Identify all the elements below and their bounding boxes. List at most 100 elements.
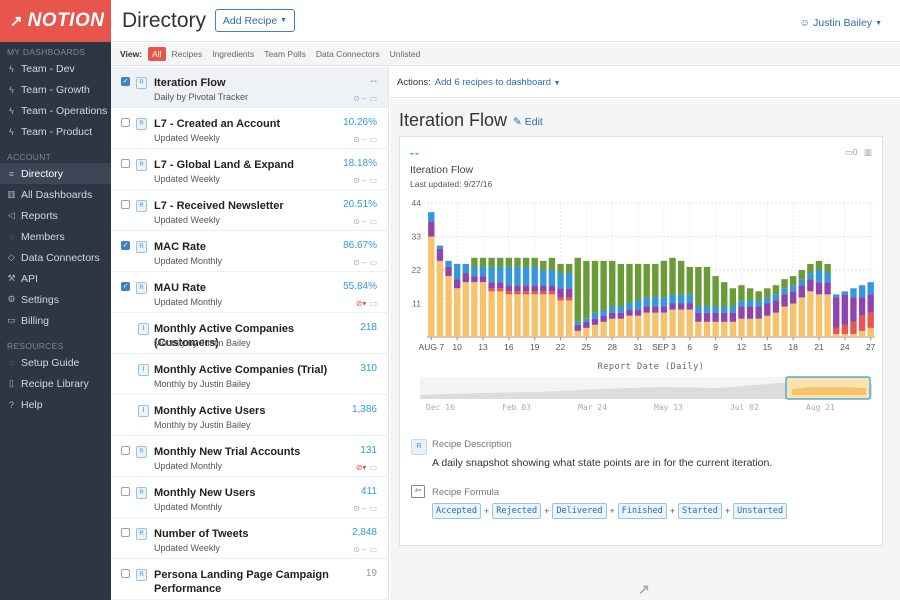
formula-token[interactable]: Delivered <box>552 503 607 519</box>
recipe-name: Iteration Flow <box>154 77 226 89</box>
sidebar-item-data-connectors[interactable]: ◇ Data Connectors <box>0 247 111 268</box>
list-item[interactable]: R Monthly New Users Updated Monthly 411 ⊙ – ▭ <box>111 477 388 518</box>
select-checkbox[interactable] <box>121 487 130 496</box>
sidebar-item-members[interactable]: ◌ Members <box>0 226 111 247</box>
sidebar-item-directory[interactable]: ≡ Directory <box>0 163 111 184</box>
sidebar-item-team-operations[interactable]: ϟ Team - Operations <box>0 100 111 121</box>
formula-token[interactable]: Unstarted <box>733 503 788 519</box>
list-item[interactable]: I Monthly Active Users Monthly by Justin B… <box>111 395 388 436</box>
alert-icon[interactable]: ⊘▾ <box>355 463 367 472</box>
bar-segment-finished <box>660 297 668 307</box>
list-item[interactable]: R L7 - Received Newsletter Updated Weekly 2… <box>111 190 388 231</box>
bar-segment-accepted <box>583 327 590 337</box>
comment-icon[interactable]: ▭ <box>369 217 377 226</box>
list-item[interactable]: I Monthly Active Companies (Trial) Monthly… <box>111 354 388 395</box>
formula-token[interactable]: Started <box>677 503 722 519</box>
select-checkbox[interactable] <box>121 569 130 578</box>
comment-icon[interactable]: ▭ <box>369 258 377 267</box>
add-recipe-button[interactable]: Add Recipe ▼ <box>215 9 295 32</box>
filter-unlisted[interactable]: Unlisted <box>389 49 421 59</box>
sidebar-item-help[interactable]: ? Help <box>0 394 111 415</box>
list-item[interactable]: R L7 - Global Land & Expand Updated Weekly… <box>111 149 388 190</box>
clock-icon[interactable]: ⊙ – <box>353 217 367 226</box>
formula-token[interactable]: Accepted <box>432 503 481 519</box>
comment-icon[interactable]: ▭ <box>369 176 377 185</box>
clock-icon[interactable]: ⊙ – <box>353 135 367 144</box>
recipe-icon: R <box>136 159 147 171</box>
list-item[interactable]: R Monthly New Trial Accounts Updated Month… <box>111 436 388 477</box>
clock-icon[interactable]: ⊙ – <box>353 176 367 185</box>
comment-icon[interactable]: ▭ <box>369 94 377 103</box>
list-item[interactable]: R Number of Tweets Updated Weekly 2,848 ⊙ – ▭ <box>111 518 388 559</box>
list-item[interactable]: I Monthly Active Companies (Customers) Mon… <box>111 313 388 354</box>
alert-icon[interactable]: ⊘▾ <box>355 299 367 308</box>
x-tick-label: 27 <box>866 342 876 352</box>
sidebar: ↗ NOTION MY DASHBOARDS ϟ Team - Dev ϟ Team … <box>0 0 111 600</box>
sidebar-item-team-growth[interactable]: ϟ Team - Growth <box>0 79 111 100</box>
bar-segment-delivered <box>850 297 857 322</box>
user-menu[interactable]: ☺ Justin Bailey ▼ <box>799 17 882 29</box>
comment-icon[interactable]: ▭ <box>369 504 377 513</box>
formula-token[interactable]: Rejected <box>492 503 542 519</box>
select-checkbox[interactable]: ✓ <box>121 282 130 291</box>
filter-recipes[interactable]: Recipes <box>171 49 203 59</box>
bar-segment-accepted <box>867 327 874 337</box>
select-checkbox[interactable] <box>121 446 130 455</box>
bar-segment-started <box>634 263 642 301</box>
recipe-subtitle: Monthly by Justin Bailey <box>154 420 251 430</box>
sidebar-item-setup-guide[interactable]: ◌ Setup Guide <box>0 352 111 373</box>
gear-icon: ⚙ <box>7 294 16 304</box>
card-icon: ▭ <box>7 315 16 325</box>
sidebar-item-all-dashboards[interactable]: ▥ All Dashboards <box>0 184 111 205</box>
select-checkbox[interactable]: ✓ <box>121 241 130 250</box>
bar-segment-accepted <box>488 291 495 337</box>
bar-segment-accepted <box>798 297 805 337</box>
bar-segment-finished <box>746 300 754 307</box>
list-item[interactable]: ✓ R Iteration Flow Daily by Pivotal Tracker… <box>111 67 388 108</box>
comment-icon[interactable]: ▭ <box>369 463 377 472</box>
filter-team-polls[interactable]: Team Polls <box>264 49 306 59</box>
comment-icon[interactable]: ▭ <box>369 545 377 554</box>
chart-icon[interactable]: ▥ <box>863 147 872 157</box>
y-tick-label: 11 <box>412 299 421 309</box>
filter-data-connectors[interactable]: Data Connectors <box>315 49 380 59</box>
list-item[interactable]: R L7 - Created an Account Updated Weekly 10… <box>111 108 388 149</box>
bar-segment-delivered <box>807 279 814 292</box>
sidebar-item-reports[interactable]: ◁ Reports <box>0 205 111 226</box>
logo[interactable]: ↗ NOTION <box>0 0 111 42</box>
sidebar-item-recipe-library[interactable]: ▯ Recipe Library <box>0 373 111 394</box>
select-checkbox[interactable] <box>121 159 130 168</box>
edit-link[interactable]: ✎ Edit <box>513 116 543 128</box>
sidebar-item-settings[interactable]: ⚙ Settings <box>0 289 111 310</box>
bar-segment-accepted <box>807 291 814 337</box>
bar-segment-started <box>729 288 737 307</box>
top-header: Directory Add Recipe ▼ ☺ Justin Bailey ▼ <box>111 0 900 42</box>
bar-segment-delivered <box>583 321 590 328</box>
comment-icon[interactable]: ▭ <box>369 299 377 308</box>
list-item[interactable]: ✓ R MAU Rate Updated Monthly 55.84% ⊘▾ ▭ <box>111 272 388 313</box>
sidebar-item-team-product[interactable]: ϟ Team - Product <box>0 121 111 142</box>
comment-icon[interactable]: ▭ <box>844 147 853 157</box>
formula-token[interactable]: Finished <box>617 503 667 519</box>
sidebar-item-api[interactable]: ⚒ API <box>0 268 111 289</box>
clock-icon[interactable]: ⊙ – <box>353 504 367 513</box>
comment-icon[interactable]: ▭ <box>369 135 377 144</box>
bar-segment-started <box>755 291 762 301</box>
recipe-value: 131 <box>360 445 377 456</box>
sidebar-item-team-dev[interactable]: ϟ Team - Dev <box>0 58 111 79</box>
stacked-bar-chart[interactable]: 11 22 33 44 AUG 7 10 13 16 19 22 25 28 31 SEP 3 6 9 12 15… <box>400 137 884 417</box>
filter-ingredients[interactable]: Ingredients <box>212 49 255 59</box>
select-checkbox[interactable] <box>121 200 130 209</box>
add-to-dashboard-link[interactable]: Add 6 recipes to dashboard ▼ <box>435 77 561 88</box>
list-item[interactable]: ✓ R MAC Rate Updated Monthly 86.67% ⊙ – ▭ <box>111 231 388 272</box>
filter-all[interactable]: All <box>148 47 166 61</box>
select-checkbox[interactable] <box>121 528 130 537</box>
list-item[interactable]: R Persona Landing Page Campaign Performan… <box>111 559 388 600</box>
select-checkbox[interactable] <box>121 118 130 127</box>
bar-segment-delivered <box>789 291 797 304</box>
sidebar-item-billing[interactable]: ▭ Billing <box>0 310 111 331</box>
clock-icon[interactable]: ⊙ – <box>353 94 367 103</box>
clock-icon[interactable]: ⊙ – <box>353 258 367 267</box>
select-checkbox[interactable]: ✓ <box>121 77 130 86</box>
clock-icon[interactable]: ⊙ – <box>353 545 367 554</box>
